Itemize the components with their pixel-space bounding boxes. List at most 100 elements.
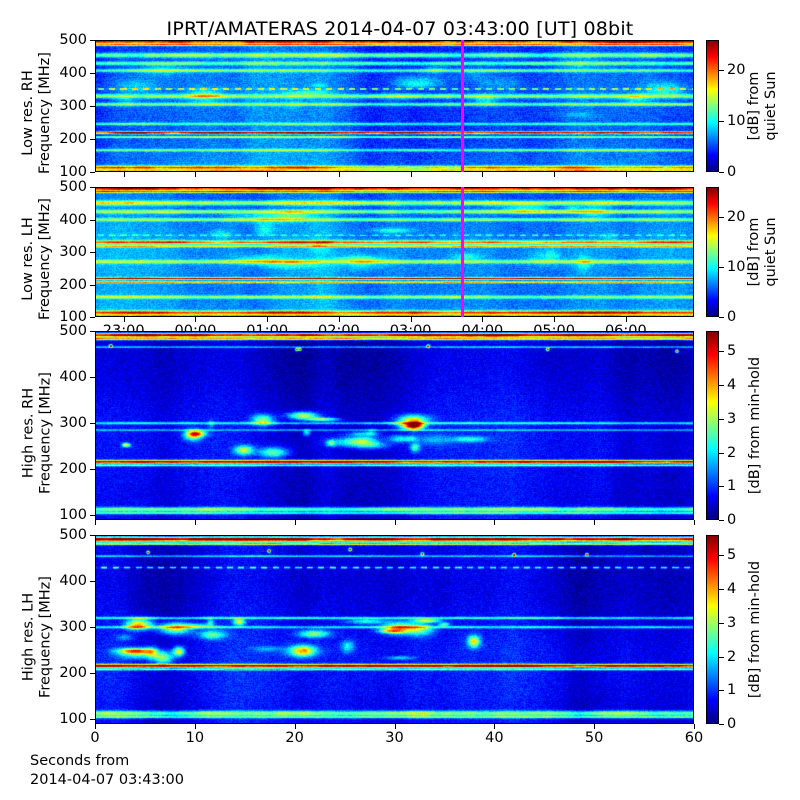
spectrogram-image-low-res-rh xyxy=(95,40,694,172)
xtick-mark-low-res-rh-1 xyxy=(195,172,196,177)
ytick-label-low-res-rh-400: 400 xyxy=(59,65,87,81)
xtick-mark-high-res-lh-0 xyxy=(95,724,96,729)
spectrogram-image-low-res-lh xyxy=(95,187,694,317)
colorbar-tick-mark-high-res-rh-3 xyxy=(719,419,724,420)
ytick-mark-high-res-lh-300 xyxy=(90,627,95,628)
spectrogram-panel-high-res-rh xyxy=(95,331,694,520)
colorbar-tick-mark-high-res-rh-4 xyxy=(719,385,724,386)
xtick-label-high-res-lh-4: 40 xyxy=(485,730,504,746)
spectrogram-panel-low-res-rh xyxy=(95,40,694,172)
xtick-mark-high-res-lh-3 xyxy=(395,724,396,729)
colorbar-tick-mark-high-res-rh-1 xyxy=(719,486,724,487)
ytick-label-low-res-lh-300: 300 xyxy=(59,244,87,260)
xtick-mark-high-res-lh-2 xyxy=(295,724,296,729)
ytick-mark-low-res-lh-400 xyxy=(90,220,95,221)
xtick-mark-low-res-rh-6 xyxy=(554,172,555,177)
ytick-label-low-res-lh-100: 100 xyxy=(59,309,87,325)
xtick-mark-low-res-lh-6 xyxy=(554,317,555,322)
ytick-mark-high-res-lh-200 xyxy=(90,673,95,674)
colorbar-high-res-lh xyxy=(706,535,719,724)
xtick-label-high-res-lh-0: 0 xyxy=(90,730,100,746)
xtick-mark-high-res-rh-3 xyxy=(395,520,396,525)
colorbar-tick-mark-high-res-rh-0 xyxy=(719,520,724,521)
colorbar-gradient-high-res-rh xyxy=(706,331,719,520)
colorbar-tick-label-low-res-rh-20: 20 xyxy=(727,62,746,79)
colorbar-low-res-lh xyxy=(706,187,719,317)
colorbar-tick-label-high-res-rh-5: 5 xyxy=(727,343,737,360)
xtick-label-high-res-lh-3: 30 xyxy=(385,730,404,746)
colorbar-tick-mark-high-res-lh-4 xyxy=(719,589,724,590)
xtick-mark-high-res-rh-0 xyxy=(95,520,96,525)
xtick-label-high-res-lh-2: 20 xyxy=(285,730,304,746)
ytick-label-low-res-lh-500: 500 xyxy=(59,179,87,195)
colorbar-tick-label-high-res-rh-3: 3 xyxy=(727,410,737,427)
colorbar-tick-label-high-res-rh-2: 2 xyxy=(727,444,737,461)
xtick-mark-low-res-lh-2 xyxy=(267,317,268,322)
xtick-mark-high-res-rh-5 xyxy=(594,520,595,525)
xtick-mark-high-res-rh-6 xyxy=(694,520,695,525)
ytick-label-high-res-rh-500: 500 xyxy=(59,323,87,339)
xtick-mark-high-res-rh-1 xyxy=(195,520,196,525)
ytick-label-high-res-rh-300: 300 xyxy=(59,415,87,432)
ytick-label-low-res-rh-300: 300 xyxy=(59,98,87,114)
xtick-mark-low-res-lh-3 xyxy=(339,317,340,322)
xtick-mark-high-res-rh-4 xyxy=(494,520,495,525)
colorbar-gradient-low-res-lh xyxy=(706,187,719,317)
ytick-mark-low-res-rh-100 xyxy=(90,172,95,173)
ytick-mark-low-res-rh-200 xyxy=(90,139,95,140)
colorbar-tick-mark-high-res-lh-0 xyxy=(719,724,724,725)
colorbar-tick-mark-high-res-rh-2 xyxy=(719,453,724,454)
spectrogram-image-high-res-rh xyxy=(95,331,694,520)
colorbar-tick-label-high-res-rh-1: 1 xyxy=(727,478,737,495)
colorbar-tick-label-high-res-lh-0: 0 xyxy=(727,716,737,732)
colorbar-tick-label-high-res-rh-4: 4 xyxy=(727,377,737,393)
colorbar-tick-mark-high-res-lh-5 xyxy=(719,555,724,556)
ytick-mark-high-res-rh-100 xyxy=(90,515,95,516)
ytick-mark-low-res-lh-300 xyxy=(90,252,95,253)
ytick-mark-high-res-lh-100 xyxy=(90,719,95,720)
ytick-mark-low-res-rh-400 xyxy=(90,73,95,74)
colorbar-tick-label-low-res-lh-10: 10 xyxy=(727,259,746,275)
ytick-label-low-res-lh-400: 400 xyxy=(59,211,87,228)
xtick-mark-low-res-rh-5 xyxy=(482,172,483,177)
colorbar-tick-mark-low-res-lh-0 xyxy=(719,317,724,318)
xtick-mark-high-res-lh-1 xyxy=(195,724,196,729)
colorbar-tick-label-high-res-rh-0: 0 xyxy=(727,512,737,528)
xtick-mark-high-res-lh-6 xyxy=(694,724,695,729)
ytick-label-high-res-rh-200: 200 xyxy=(59,461,87,478)
colorbar-tick-mark-high-res-lh-2 xyxy=(719,657,724,658)
ytick-label-low-res-rh-200: 200 xyxy=(59,131,87,147)
colorbar-tick-label-high-res-lh-3: 3 xyxy=(727,614,737,631)
colorbar-tick-mark-low-res-rh-0 xyxy=(719,172,724,173)
colorbar-tick-mark-low-res-rh-20 xyxy=(719,70,724,71)
spectrogram-image-high-res-lh xyxy=(95,535,694,724)
ytick-label-low-res-lh-200: 200 xyxy=(59,276,87,293)
ytick-mark-high-res-lh-400 xyxy=(90,581,95,582)
xtick-mark-low-res-lh-0 xyxy=(124,317,125,322)
xtick-mark-low-res-lh-5 xyxy=(482,317,483,322)
colorbar-tick-label-high-res-lh-5: 5 xyxy=(727,547,737,564)
ytick-mark-high-res-rh-500 xyxy=(90,331,95,332)
xtick-mark-high-res-lh-4 xyxy=(494,724,495,729)
ytick-mark-low-res-lh-200 xyxy=(90,285,95,286)
spectrogram-panel-low-res-lh xyxy=(95,187,694,317)
xtick-label-high-res-lh-6: 60 xyxy=(684,730,704,746)
colorbar-tick-label-high-res-lh-1: 1 xyxy=(727,682,737,699)
colorbar-gradient-high-res-lh xyxy=(706,535,719,724)
yaxis-label-high-res-lh: High res. LH Frequency [MHz] xyxy=(20,575,53,698)
figure-title: IPRT/AMATERAS 2014-04-07 03:43:00 [UT] 0… xyxy=(166,18,634,40)
xtick-mark-low-res-lh-4 xyxy=(411,317,412,322)
spectrogram-panel-high-res-lh xyxy=(95,535,694,724)
ytick-mark-low-res-lh-100 xyxy=(90,317,95,318)
colorbar-tick-mark-low-res-rh-10 xyxy=(719,121,724,122)
xtick-mark-low-res-rh-3 xyxy=(339,172,340,177)
colorbar-tick-label-low-res-lh-20: 20 xyxy=(727,209,746,225)
ytick-label-high-res-lh-300: 300 xyxy=(59,619,87,636)
xtick-mark-low-res-lh-1 xyxy=(195,317,196,322)
xtick-mark-low-res-rh-0 xyxy=(124,172,125,177)
ytick-mark-high-res-rh-200 xyxy=(90,469,95,470)
ytick-mark-high-res-rh-300 xyxy=(90,423,95,424)
colorbar-high-res-rh xyxy=(706,331,719,520)
ytick-label-high-res-lh-500: 500 xyxy=(59,527,87,543)
